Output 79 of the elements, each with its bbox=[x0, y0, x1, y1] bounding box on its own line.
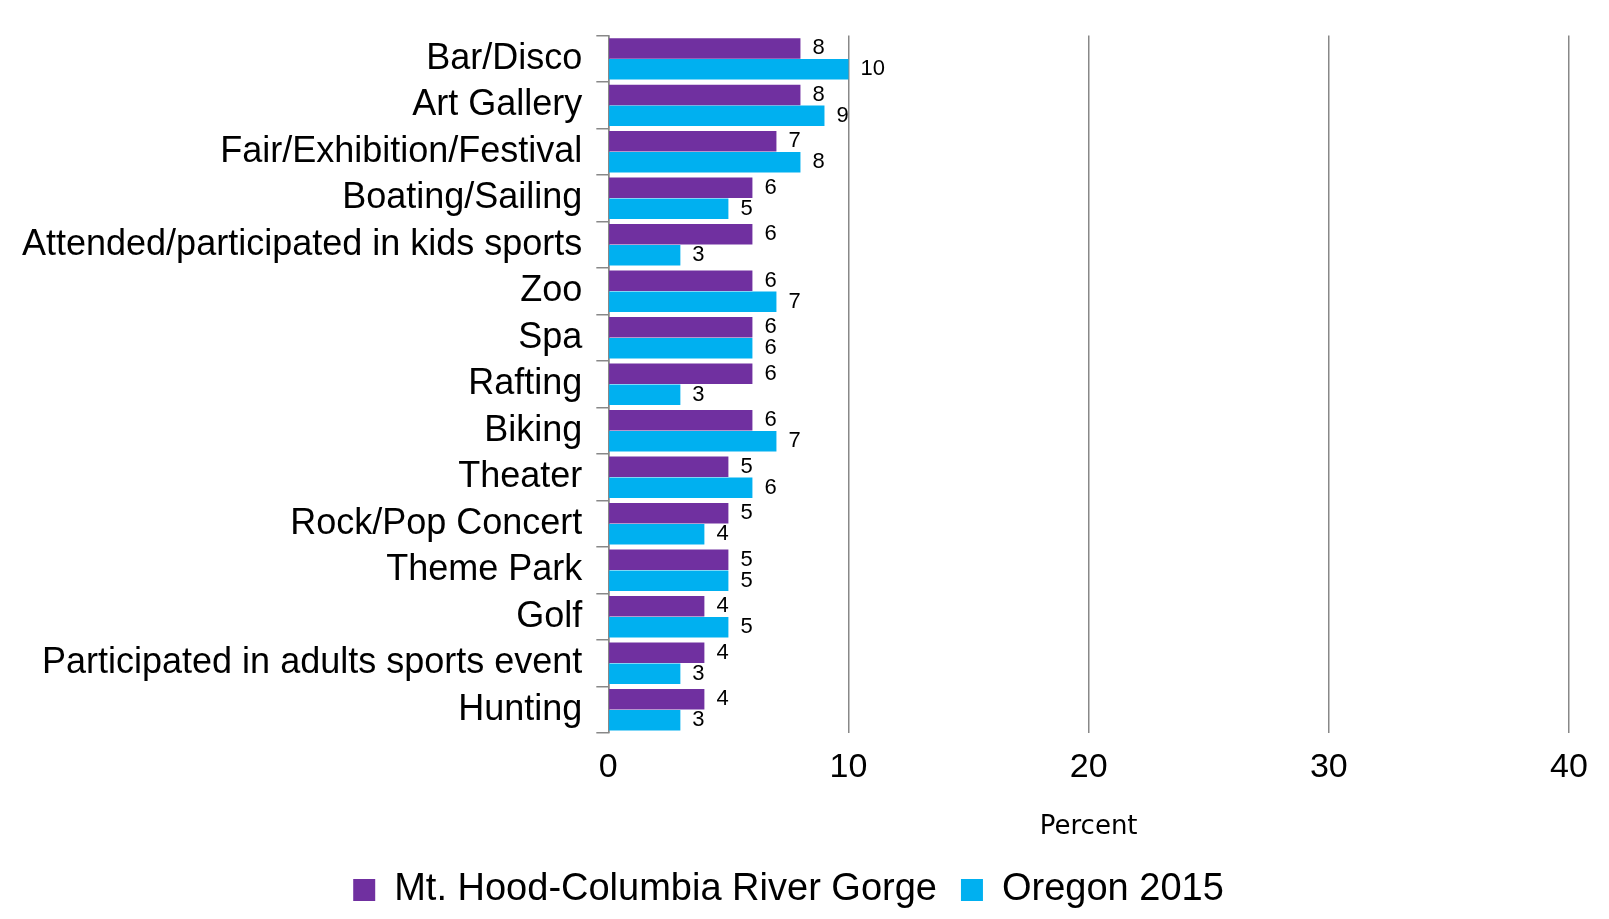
y-tick-label: Fair/Exhibition/Festival bbox=[220, 128, 583, 170]
data-label: 4 bbox=[716, 592, 729, 618]
x-axis-title: Percent bbox=[1039, 810, 1138, 841]
y-tick-label: Bar/Disco bbox=[426, 35, 583, 77]
y-tick-label: Zoo bbox=[520, 268, 583, 310]
bar bbox=[609, 84, 801, 106]
data-label: 5 bbox=[740, 499, 753, 525]
bar bbox=[609, 363, 753, 385]
y-tick-label: Hunting bbox=[458, 686, 583, 728]
y-tick-label: Participated in adults sports event bbox=[42, 640, 583, 682]
bar bbox=[609, 198, 729, 220]
data-label: 8 bbox=[812, 80, 825, 106]
legend-label: Oregon 2015 bbox=[1001, 866, 1224, 909]
y-tick-label: Art Gallery bbox=[412, 82, 583, 124]
data-label: 4 bbox=[716, 685, 729, 711]
data-label: 5 bbox=[740, 194, 753, 220]
bar bbox=[609, 596, 705, 617]
bar bbox=[609, 317, 753, 338]
data-label: 10 bbox=[860, 55, 885, 81]
data-label: 8 bbox=[812, 148, 825, 174]
data-label: 4 bbox=[716, 638, 729, 664]
legend-label: Mt. Hood-Columbia River Gorge bbox=[394, 866, 937, 909]
data-label: 3 bbox=[692, 241, 705, 267]
bar bbox=[609, 38, 801, 59]
y-tick-label: Golf bbox=[516, 593, 584, 635]
data-label: 6 bbox=[764, 406, 777, 432]
y-tick-label: Rock/Pop Concert bbox=[290, 500, 583, 542]
x-tick-label: 40 bbox=[1550, 745, 1588, 784]
bar bbox=[609, 152, 801, 173]
y-tick-label: Theater bbox=[458, 454, 583, 496]
data-label: 3 bbox=[692, 659, 705, 685]
bar bbox=[609, 131, 777, 152]
y-tick-label: Theme Park bbox=[386, 547, 584, 589]
data-label: 6 bbox=[764, 473, 777, 499]
y-tick-label: Boating/Sailing bbox=[342, 175, 583, 217]
data-label: 7 bbox=[788, 287, 801, 313]
bar bbox=[609, 642, 705, 664]
data-label: 6 bbox=[764, 220, 777, 246]
x-tick-label: 0 bbox=[598, 745, 618, 784]
bar bbox=[609, 503, 729, 524]
data-label: 6 bbox=[764, 173, 777, 199]
bar bbox=[609, 177, 753, 199]
bar bbox=[609, 245, 681, 266]
bar bbox=[609, 224, 753, 245]
data-label: 5 bbox=[740, 613, 753, 639]
data-label: 7 bbox=[788, 127, 801, 153]
data-label: 6 bbox=[764, 266, 777, 292]
bar bbox=[609, 410, 753, 431]
bar bbox=[609, 709, 681, 731]
bar bbox=[609, 291, 777, 313]
x-tick-label: 10 bbox=[829, 745, 868, 784]
data-label: 3 bbox=[692, 380, 705, 406]
bar bbox=[609, 689, 705, 710]
bar bbox=[609, 523, 705, 545]
bar bbox=[609, 477, 753, 498]
data-label: 9 bbox=[836, 101, 849, 127]
bar bbox=[609, 59, 849, 80]
bar bbox=[609, 384, 681, 406]
data-label: 4 bbox=[716, 520, 729, 546]
data-label: 8 bbox=[812, 34, 825, 60]
y-tick-label: Attended/participated in kids sports bbox=[21, 221, 583, 263]
y-tick-label: Rafting bbox=[468, 361, 583, 403]
bar bbox=[609, 338, 753, 359]
bar bbox=[609, 616, 729, 638]
bar bbox=[609, 456, 729, 478]
bar bbox=[609, 431, 777, 452]
x-tick-label: 20 bbox=[1069, 745, 1108, 784]
data-label: 5 bbox=[740, 452, 753, 478]
x-tick-label: 30 bbox=[1309, 745, 1348, 784]
y-tick-label: Spa bbox=[518, 314, 584, 356]
bar bbox=[609, 663, 681, 684]
data-label: 3 bbox=[692, 706, 705, 732]
y-tick-label: Biking bbox=[484, 407, 583, 449]
bar bbox=[609, 105, 825, 127]
bar bbox=[609, 270, 753, 292]
bar bbox=[609, 570, 729, 591]
bar bbox=[609, 549, 729, 571]
data-label: 6 bbox=[764, 359, 777, 385]
data-label: 7 bbox=[788, 427, 801, 453]
